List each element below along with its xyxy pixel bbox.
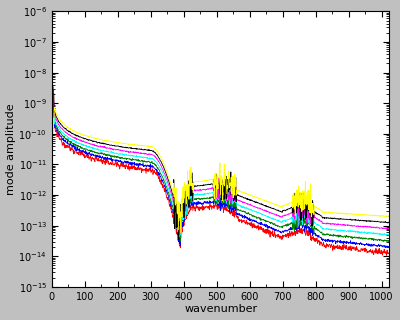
Y-axis label: mode amplitude: mode amplitude (6, 103, 16, 195)
X-axis label: wavenumber: wavenumber (184, 304, 257, 315)
